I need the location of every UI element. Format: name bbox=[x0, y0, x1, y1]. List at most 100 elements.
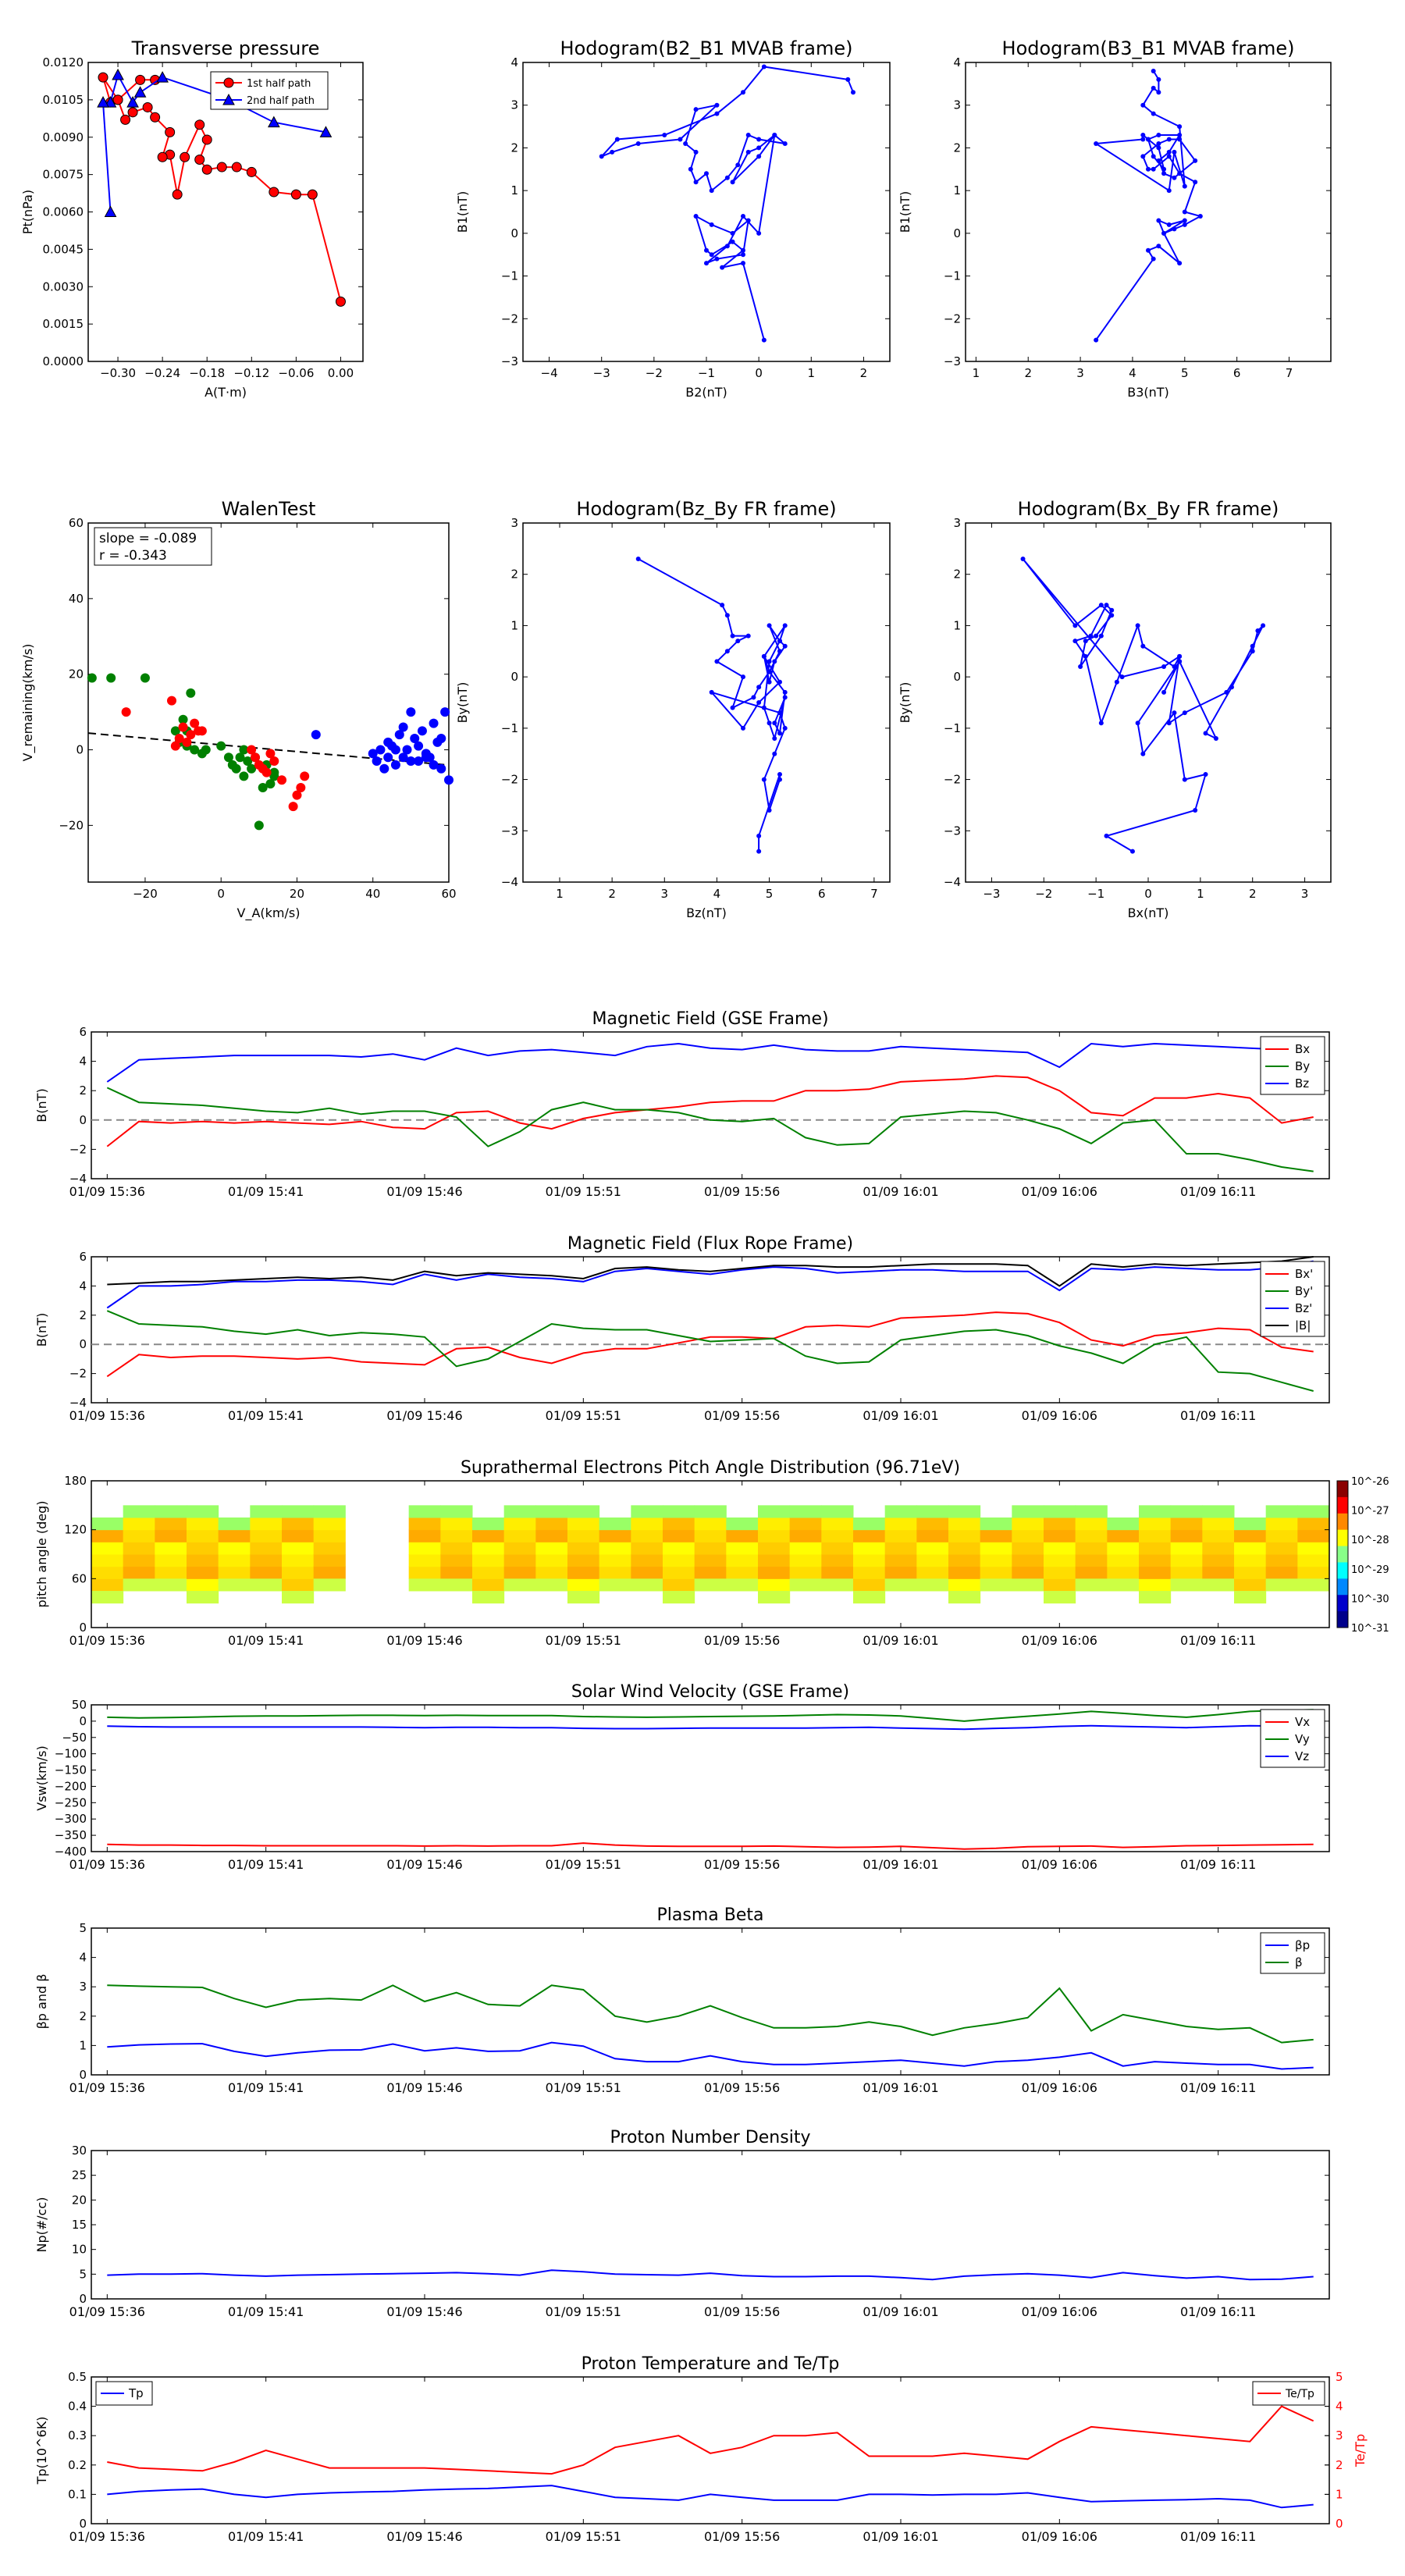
data-point bbox=[845, 76, 851, 82]
data-point bbox=[1151, 256, 1156, 262]
data-point bbox=[190, 718, 200, 728]
x-tick-label: 6 bbox=[818, 887, 826, 901]
data-point bbox=[745, 633, 751, 639]
time-tick-label: 01/09 16:06 bbox=[1022, 2080, 1097, 2095]
data-point bbox=[319, 126, 333, 137]
heatmap-cell bbox=[250, 1566, 283, 1579]
heatmap-cell bbox=[123, 1517, 155, 1531]
heatmap-cell bbox=[1297, 1529, 1330, 1542]
data-point bbox=[1156, 218, 1161, 223]
heatmap-cell bbox=[1265, 1529, 1298, 1542]
heatmap-cell bbox=[599, 1566, 631, 1579]
data-point bbox=[709, 222, 714, 227]
y-axis-label: By(nT) bbox=[898, 682, 912, 724]
heatmap-cell bbox=[187, 1578, 219, 1592]
pitch-angle-heatmap: Suprathermal Electrons Pitch Angle Distr… bbox=[34, 1458, 1389, 1648]
legend-marker bbox=[223, 77, 234, 88]
data-point bbox=[730, 180, 735, 185]
y-tick-label: 0 bbox=[79, 1621, 87, 1635]
data-point bbox=[375, 745, 386, 755]
heatmap-cell bbox=[631, 1578, 663, 1592]
data-point bbox=[269, 756, 279, 767]
data-point bbox=[1193, 180, 1198, 185]
heatmap-cell bbox=[758, 1529, 791, 1542]
data-point bbox=[730, 705, 735, 710]
timeseries-chart-10: Plasma Beta 0 1 2 3 4 5 01/09 15:36 01/09 15:41 0… bbox=[34, 1905, 1330, 2095]
colorbar-segment bbox=[1337, 1513, 1348, 1531]
series-line bbox=[107, 2485, 1314, 2509]
data-point bbox=[406, 707, 416, 717]
heatmap-cell bbox=[631, 1529, 663, 1542]
legend-label: Vy bbox=[1295, 1732, 1310, 1746]
data-point bbox=[265, 779, 276, 789]
data-point bbox=[142, 101, 153, 112]
heatmap-cell bbox=[472, 1529, 505, 1542]
heatmap-cell bbox=[694, 1529, 727, 1542]
data-point bbox=[296, 782, 306, 792]
colorbar-frame bbox=[1336, 1480, 1349, 1628]
time-tick-label: 01/09 15:51 bbox=[546, 1633, 621, 1648]
x-tick-label: 4 bbox=[713, 887, 721, 901]
data-point bbox=[782, 695, 788, 700]
heatmap-cell bbox=[91, 1554, 124, 1567]
heatmap-cell bbox=[91, 1529, 124, 1542]
y-tick-label: 0.0060 bbox=[43, 205, 84, 219]
data-point bbox=[782, 689, 788, 695]
data-point bbox=[1229, 685, 1234, 690]
data-point bbox=[1156, 145, 1161, 151]
heatmap-cell bbox=[1297, 1505, 1330, 1518]
chart-title: WalenTest bbox=[222, 498, 316, 520]
heatmap-cell bbox=[663, 1505, 695, 1518]
y-tick-label: −4 bbox=[501, 875, 518, 889]
data-point bbox=[741, 252, 745, 258]
heatmap-cell bbox=[1265, 1505, 1298, 1518]
y-tick-label: 0 bbox=[79, 1113, 87, 1127]
heatmap-cell bbox=[980, 1578, 1012, 1592]
x-tick-label: 0.00 bbox=[328, 366, 354, 380]
data-point bbox=[307, 189, 318, 200]
data-point bbox=[1151, 85, 1156, 91]
data-point bbox=[704, 247, 709, 253]
heatmap-cell bbox=[1044, 1542, 1076, 1555]
data-point bbox=[704, 261, 709, 266]
y-tick-label: 4 bbox=[79, 1951, 87, 1965]
x-tick-label: −0.18 bbox=[189, 366, 225, 380]
data-point bbox=[772, 736, 777, 741]
y-tick-label: −1 bbox=[944, 269, 961, 283]
data-point bbox=[127, 107, 138, 118]
legend-label: By bbox=[1295, 1059, 1310, 1073]
plot-frame bbox=[87, 522, 450, 883]
y-tick-label: 2 bbox=[510, 568, 518, 582]
heatmap-cell bbox=[758, 1517, 791, 1531]
timeseries-chart-9: Solar Wind Velocity (GSE Frame) −400 −350 −… bbox=[34, 1682, 1330, 1872]
data-point bbox=[1098, 720, 1104, 726]
heatmap-cell bbox=[1075, 1529, 1108, 1542]
x-tick-label: −1 bbox=[698, 366, 715, 380]
data-point bbox=[1119, 674, 1125, 680]
y-tick-label: 15 bbox=[72, 2218, 87, 2232]
heatmap-cell bbox=[853, 1517, 886, 1531]
data-point bbox=[1088, 633, 1094, 639]
data-point bbox=[166, 696, 176, 706]
heatmap-cell bbox=[440, 1517, 473, 1531]
heatmap-cell bbox=[408, 1566, 441, 1579]
timeseries-chart-6: Magnetic Field (GSE Frame) −4 −2 0 2 4 6 01/09 … bbox=[34, 1009, 1330, 1199]
data-point bbox=[709, 252, 714, 258]
y-tick-label: −2 bbox=[69, 1367, 87, 1381]
colorbar-label: 10^-28 bbox=[1351, 1535, 1389, 1546]
heatmap-cell bbox=[123, 1529, 155, 1542]
heatmap-cell bbox=[884, 1554, 917, 1567]
x-axis-label: Bz(nT) bbox=[686, 906, 727, 920]
y-tick-label: 180 bbox=[64, 1474, 87, 1488]
legend-label: |B| bbox=[1295, 1318, 1311, 1332]
y-tick-label: 0 bbox=[79, 1337, 87, 1351]
data-point bbox=[782, 725, 788, 731]
heatmap-cell bbox=[1202, 1505, 1235, 1518]
heatmap-cell bbox=[1202, 1578, 1235, 1592]
chart-title: Hodogram(Bx_By FR frame) bbox=[1018, 498, 1279, 520]
y-tick-label: 1 bbox=[953, 183, 961, 197]
data-point bbox=[1156, 90, 1161, 95]
heatmap-cell bbox=[1012, 1578, 1044, 1592]
time-tick-label: 01/09 16:06 bbox=[1022, 1408, 1097, 1423]
y-axis-label: B(nT) bbox=[34, 1313, 49, 1347]
